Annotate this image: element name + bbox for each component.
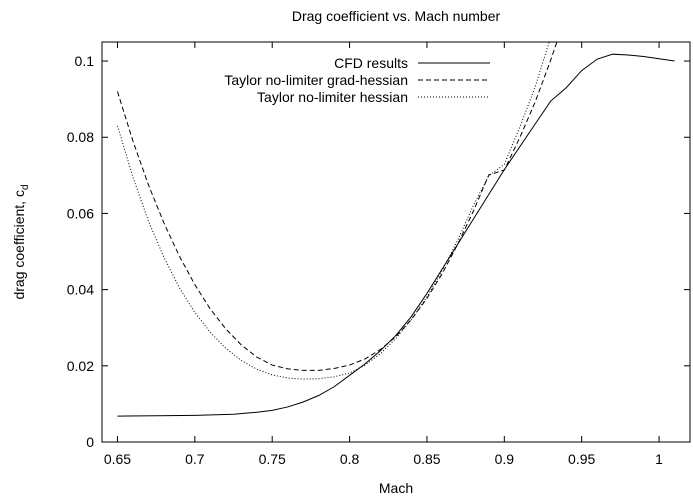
y-axis-label-subscript: d bbox=[20, 184, 31, 190]
y-tick-label: 0.06 bbox=[67, 205, 94, 221]
series-line-3 bbox=[116, 42, 550, 380]
x-axis: 0.65 0.7 0.75 0.8 0.85 0.9 0.95 1 bbox=[104, 42, 663, 467]
chart-title: Drag coefficient vs. Mach number bbox=[292, 8, 501, 24]
x-tick-label: 0.8 bbox=[340, 451, 360, 467]
plot-frame bbox=[101, 41, 691, 443]
y-axis-label: drag coefficient, cd bbox=[11, 184, 31, 299]
y-tick-label: 0 bbox=[86, 434, 94, 450]
legend-label: CFD results bbox=[334, 55, 408, 71]
y-tick-label: 0.02 bbox=[67, 358, 94, 374]
series-line-1 bbox=[117, 53, 675, 417]
x-tick-label: 0.65 bbox=[104, 451, 131, 467]
legend-label: Taylor no-limiter grad-hessian bbox=[224, 72, 408, 88]
y-tick-label: 0.1 bbox=[75, 53, 95, 69]
x-tick-label: 0.95 bbox=[568, 451, 595, 467]
x-tick-label: 0.85 bbox=[413, 451, 440, 467]
x-tick-label: 0.75 bbox=[259, 451, 286, 467]
legend-label: Taylor no-limiter hessian bbox=[257, 89, 408, 105]
series-line-2 bbox=[116, 42, 558, 371]
series-lines bbox=[116, 42, 675, 417]
y-tick-label: 0.08 bbox=[67, 129, 94, 145]
x-tick-label: 0.7 bbox=[185, 451, 205, 467]
x-tick-label: 0.9 bbox=[495, 451, 515, 467]
x-tick-label: 1 bbox=[655, 451, 663, 467]
y-axis-label-main: drag coefficient, c bbox=[11, 190, 27, 299]
y-tick-label: 0.04 bbox=[67, 282, 94, 298]
x-axis-label: Mach bbox=[379, 480, 413, 496]
y-axis: 0 0.02 0.04 0.06 0.08 0.1 bbox=[67, 53, 690, 450]
